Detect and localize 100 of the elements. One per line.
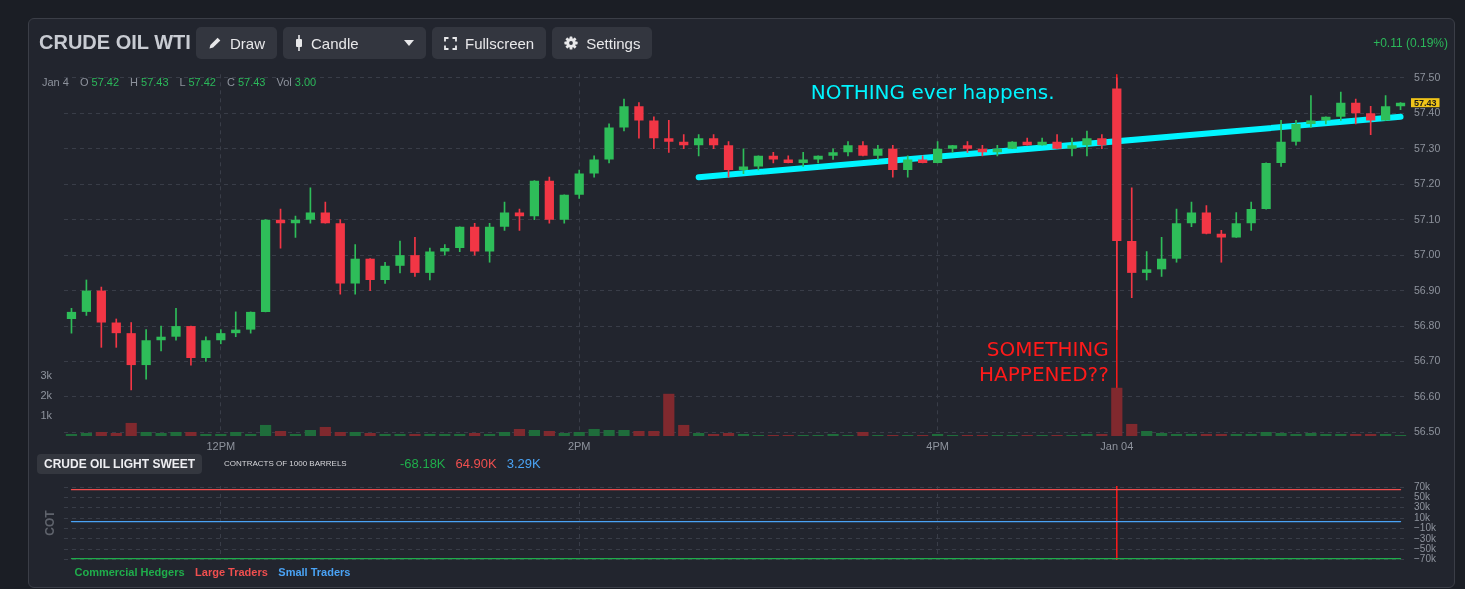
y-axis-title: COT [43, 509, 58, 536]
y2-tick-label: 2k [40, 388, 53, 401]
text: 3.29K [506, 456, 541, 471]
bar [932, 433, 944, 436]
bar [603, 429, 615, 436]
bar [379, 433, 391, 436]
annotation: Vol 3.00 [276, 76, 317, 88]
ref-line-label: SOMETHING HAPPENED?? [979, 337, 1109, 386]
bar [528, 429, 540, 436]
candlestick [1306, 95, 1316, 128]
bar [1365, 433, 1377, 436]
y2-tick-label: 1k [40, 408, 53, 421]
x-tick-label: 4PM [926, 439, 949, 452]
bar [349, 431, 361, 436]
y-tick-label: 50k [1414, 491, 1432, 503]
text: +0.11 (0.19%) [1373, 36, 1448, 50]
bar [1156, 432, 1168, 436]
y-tick-label: 57.40 [1414, 106, 1441, 119]
bar [170, 431, 182, 436]
bar [1290, 433, 1302, 436]
y-tick-label: 57.50 [1414, 70, 1441, 83]
bar [185, 431, 197, 436]
bar [693, 432, 705, 436]
bar [1111, 387, 1123, 436]
text: Large Traders [195, 565, 268, 578]
y-tick-label: 56.90 [1414, 283, 1441, 296]
y-tick-label: 56.70 [1414, 354, 1441, 367]
bar [409, 433, 421, 436]
settings-button[interactable]: Settings [552, 27, 653, 59]
y-tick-label: 56.60 [1414, 389, 1441, 402]
chart-type-dropdown[interactable]: Candle [283, 27, 426, 59]
text: 64.90K [455, 456, 497, 471]
bar [1126, 423, 1138, 436]
bar [394, 433, 406, 436]
bar [1081, 433, 1093, 436]
bar [618, 429, 630, 436]
bar [1350, 433, 1362, 436]
annotation: O 57.42 [79, 76, 120, 88]
annotation: L 57.42 [179, 76, 216, 88]
annotation: H 57.43 [130, 76, 169, 88]
bar [1200, 433, 1212, 436]
candlestick [1067, 137, 1077, 157]
y2-tick-label: 3k [40, 368, 53, 381]
y-tick-label: 57.10 [1414, 212, 1441, 225]
bar [65, 433, 78, 436]
annotation: 57.43 [1414, 97, 1437, 108]
bar [558, 432, 570, 436]
bar [484, 433, 496, 436]
bar [1170, 433, 1183, 436]
y-tick-label: 56.50 [1414, 425, 1441, 438]
annotation: Jan 4 [42, 76, 69, 88]
bar [140, 431, 152, 436]
bar [260, 424, 272, 436]
fullscreen-button[interactable]: Fullscreen [432, 27, 547, 59]
y-tick-label: 57.30 [1414, 141, 1441, 154]
bar [1305, 432, 1317, 436]
y-tick-label: −30k [1414, 532, 1437, 544]
bar [513, 428, 526, 436]
bar [1320, 433, 1332, 436]
bar [722, 432, 735, 436]
bar [215, 433, 227, 436]
bar [1335, 433, 1347, 436]
chart-title: CRUDE OIL WTI [39, 31, 191, 54]
bar [737, 433, 750, 436]
draw-button[interactable]: Draw [196, 27, 277, 59]
bar [1230, 433, 1242, 436]
bar [1380, 433, 1392, 436]
bar [110, 432, 122, 436]
bar [1275, 432, 1287, 436]
annotation: C 57.43 [226, 76, 266, 88]
series-label: Commercial Hedgers [74, 565, 185, 578]
bar [1215, 433, 1227, 436]
bar [289, 433, 302, 436]
bar [1096, 433, 1108, 436]
y-tick-label: −70k [1414, 553, 1437, 565]
bar [334, 431, 346, 436]
bar [588, 428, 600, 436]
y-tick-label: 57.00 [1414, 248, 1441, 261]
x-tick-label: Jan 04 [1100, 439, 1134, 452]
candlestick [664, 120, 674, 153]
bar [573, 431, 585, 436]
bar [424, 433, 436, 436]
y-tick-label: 56.80 [1414, 318, 1441, 331]
x-tick-label: 2PM [567, 439, 591, 452]
bar [245, 433, 257, 436]
chart-subtitle: CONTRACTS OF 1000 BARRELS [224, 459, 347, 468]
bar [125, 422, 137, 436]
bar [1185, 433, 1198, 436]
bar [1260, 431, 1272, 436]
y-tick-label: 57.20 [1414, 177, 1441, 190]
bar [274, 430, 287, 436]
bar [633, 430, 645, 436]
bar [1245, 433, 1257, 436]
bar [1141, 430, 1153, 436]
bar [827, 433, 839, 436]
text: Small Traders [278, 565, 351, 578]
bar [708, 433, 720, 436]
text: NOTHING ever happens. [810, 80, 1055, 105]
x-tick-label: 12PM [206, 439, 236, 452]
bar [498, 431, 511, 436]
